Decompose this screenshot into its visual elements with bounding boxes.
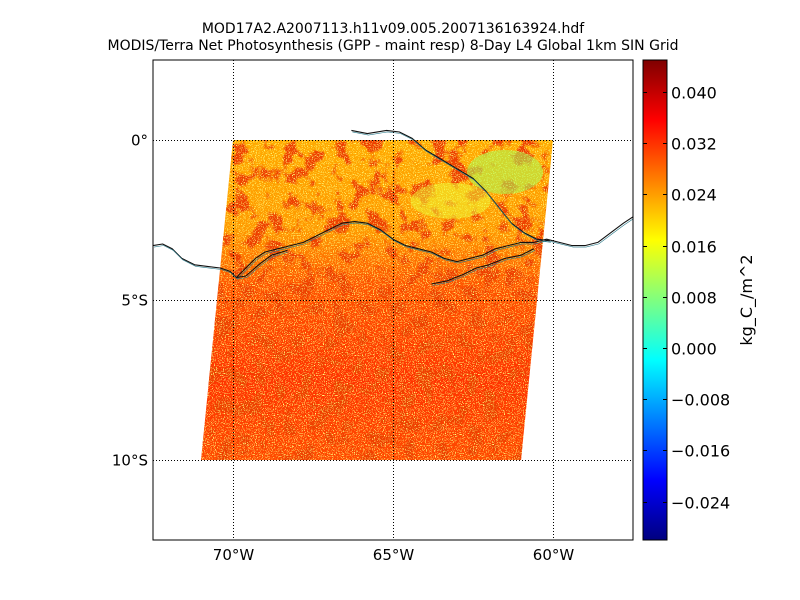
coastline-rivers [153,129,633,286]
colorbar-tick-label: 0.008 [671,289,717,308]
colorbar-ticks: 0.040 0.032 0.024 0.016 0.008 0.000 −0.008 −0.0… [643,84,730,513]
river-line [153,218,633,280]
colorbar-tick-label: 0.032 [671,135,717,154]
colorbar-tick-label: 0.040 [671,84,717,103]
colorbar-gradient [642,59,668,541]
river-line [352,131,551,243]
longitude-label: 70°W [213,546,255,564]
colorbar-tick-label: 0.000 [671,340,717,359]
map-title: MOD17A2.A2007113.h11v09.005.200713616392… [201,21,585,37]
latitude-label: 0° [131,132,148,150]
lat-lon-grid [153,60,633,540]
river-line [432,250,535,286]
longitude-label: 60°W [533,546,575,564]
colorbar-tick-label: −0.024 [671,494,730,513]
longitude-label: 65°W [373,546,415,564]
tile-low-gpp-patch [410,182,491,219]
river-line [431,248,535,285]
river-line [153,216,633,279]
tile-speckle [201,140,553,460]
map-frame [152,59,634,541]
colorbar-tick-label: −0.016 [671,442,730,461]
tile-low-gpp-patch [467,150,543,194]
colorbar: 0.040 0.032 0.024 0.016 0.008 0.000 −0.008 −0.0… [642,59,757,541]
colorbar-tick-label: 0.024 [671,186,717,205]
latitude-label: 10°S [112,452,148,470]
colorbar-label: kg_C_/m^2 [737,254,757,345]
colorbar-tick-label: 0.016 [671,238,717,257]
river-line [237,251,289,280]
latitude-labels: 0° 5°S 10°S [112,132,148,470]
latitude-label: 5°S [121,292,148,310]
river-line [351,129,550,242]
river-line [236,249,288,279]
colorbar-tick-label: −0.008 [671,391,730,410]
map-subtitle: MODIS/Terra Net Photosynthesis (GPP - ma… [107,38,679,54]
longitude-labels: 70°W 65°W 60°W [213,546,575,564]
gpp-tile-raster [201,140,553,460]
